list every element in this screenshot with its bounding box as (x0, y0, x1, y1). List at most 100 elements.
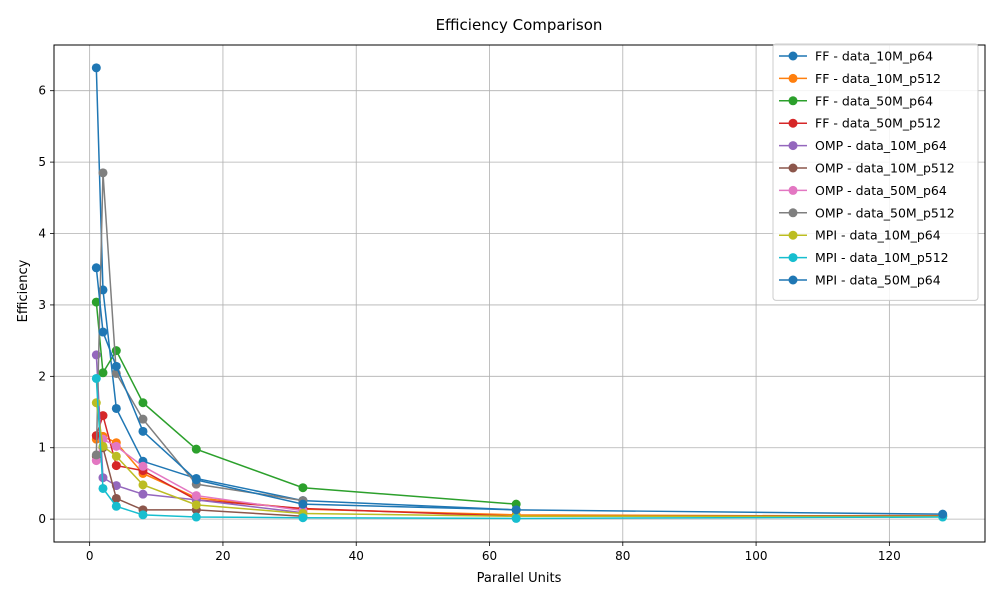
chart-title: Efficiency Comparison (436, 16, 603, 34)
data-point (138, 461, 148, 471)
legend-item: FF - data_50M_p512 (779, 116, 941, 131)
data-point (111, 441, 121, 451)
legend-label: OMP - data_10M_p512 (815, 161, 955, 176)
data-point (511, 505, 521, 515)
legend-item: OMP - data_50M_p512 (779, 205, 955, 220)
legend: FF - data_10M_p64 FF - data_10M_p512 FF - … (772, 43, 979, 301)
legend-item: MPI - data_10M_p512 (779, 250, 949, 265)
legend-marker (788, 96, 798, 106)
data-point (191, 475, 201, 485)
legend-marker (788, 185, 798, 195)
legend-item: FF - data_50M_p64 (779, 93, 933, 108)
legend-item: FF - data_10M_p512 (779, 71, 941, 86)
x-tick-label: 60 (482, 549, 497, 563)
legend-marker (788, 253, 798, 263)
data-point (91, 398, 101, 408)
legend-label: FF - data_10M_p512 (815, 71, 941, 86)
data-point (298, 483, 308, 493)
data-point (91, 297, 101, 307)
x-tick-label: 100 (745, 549, 768, 563)
data-point (111, 451, 121, 461)
series-lines (91, 63, 948, 523)
data-point (111, 501, 121, 511)
data-point (298, 499, 308, 509)
data-point (138, 510, 148, 520)
data-point (98, 368, 108, 378)
grid-lines (54, 45, 985, 542)
legend-label: OMP - data_10M_p64 (815, 138, 947, 153)
legend-item: OMP - data_10M_p512 (779, 161, 955, 176)
plot-area-frame (53, 44, 986, 543)
data-point (138, 414, 148, 424)
legend-item: MPI - data_50M_p64 (779, 273, 941, 288)
legend-marker (788, 275, 798, 285)
data-point (111, 493, 121, 503)
data-point (91, 373, 101, 383)
data-point (111, 361, 121, 371)
series-line (95, 172, 304, 502)
data-point (98, 327, 108, 337)
axis-ticks: 0 20 40 60 80 100 120 0 1 2 3 4 5 6 (38, 84, 900, 563)
x-tick-label: 40 (349, 549, 364, 563)
x-axis-label: Parallel Units (477, 571, 562, 586)
data-point (98, 168, 108, 178)
legend-label: OMP - data_50M_p64 (815, 183, 947, 198)
data-point (98, 411, 108, 421)
data-point (191, 512, 201, 522)
series-10 (91, 263, 948, 519)
data-point (111, 461, 121, 471)
series-line (95, 267, 943, 515)
legend-box (772, 43, 979, 301)
x-tick-label: 20 (215, 549, 230, 563)
data-point (191, 500, 201, 510)
data-point (938, 509, 948, 519)
data-point (138, 398, 148, 408)
legend-marker (788, 73, 798, 83)
y-tick-label: 4 (38, 227, 46, 241)
legend-label: MPI - data_10M_p64 (815, 228, 941, 243)
x-tick-label: 0 (86, 549, 94, 563)
data-point (298, 513, 308, 523)
legend-label: FF - data_10M_p64 (815, 49, 933, 64)
legend-label: OMP - data_50M_p512 (815, 205, 955, 220)
y-tick-label: 6 (38, 84, 46, 98)
legend-marker (788, 163, 798, 173)
x-tick-label: 80 (615, 549, 630, 563)
y-tick-label: 1 (38, 441, 46, 455)
data-point (111, 346, 121, 356)
data-point (98, 483, 108, 493)
y-axis-label: Efficiency (16, 259, 31, 322)
data-point (111, 403, 121, 413)
legend-marker (788, 230, 798, 240)
legend-item: MPI - data_10M_p64 (779, 228, 941, 243)
legend-marker (788, 141, 798, 151)
data-point (511, 513, 521, 523)
legend-label: FF - data_50M_p64 (815, 93, 933, 108)
data-point (138, 489, 148, 499)
legend-marker (788, 208, 798, 218)
y-tick-label: 2 (38, 369, 46, 383)
series-line (95, 354, 303, 514)
y-tick-label: 3 (38, 298, 46, 312)
legend-marker (788, 118, 798, 128)
data-point (191, 491, 201, 501)
data-point (91, 63, 101, 73)
data-point (191, 444, 201, 454)
data-point (138, 426, 148, 436)
legend-item: FF - data_10M_p64 (779, 49, 933, 64)
legend-item: OMP - data_10M_p64 (779, 138, 947, 153)
data-point (91, 263, 101, 273)
data-point (138, 480, 148, 490)
data-point (91, 450, 101, 460)
y-tick-label: 0 (38, 512, 46, 526)
y-tick-label: 5 (38, 155, 46, 169)
series-line (95, 412, 943, 518)
legend-item: OMP - data_50M_p64 (779, 183, 947, 198)
legend-label: MPI - data_50M_p64 (815, 273, 941, 288)
legend-label: MPI - data_10M_p512 (815, 250, 949, 265)
legend-marker (788, 51, 798, 61)
x-tick-label: 120 (878, 549, 901, 563)
legend-label: FF - data_50M_p512 (815, 116, 941, 131)
